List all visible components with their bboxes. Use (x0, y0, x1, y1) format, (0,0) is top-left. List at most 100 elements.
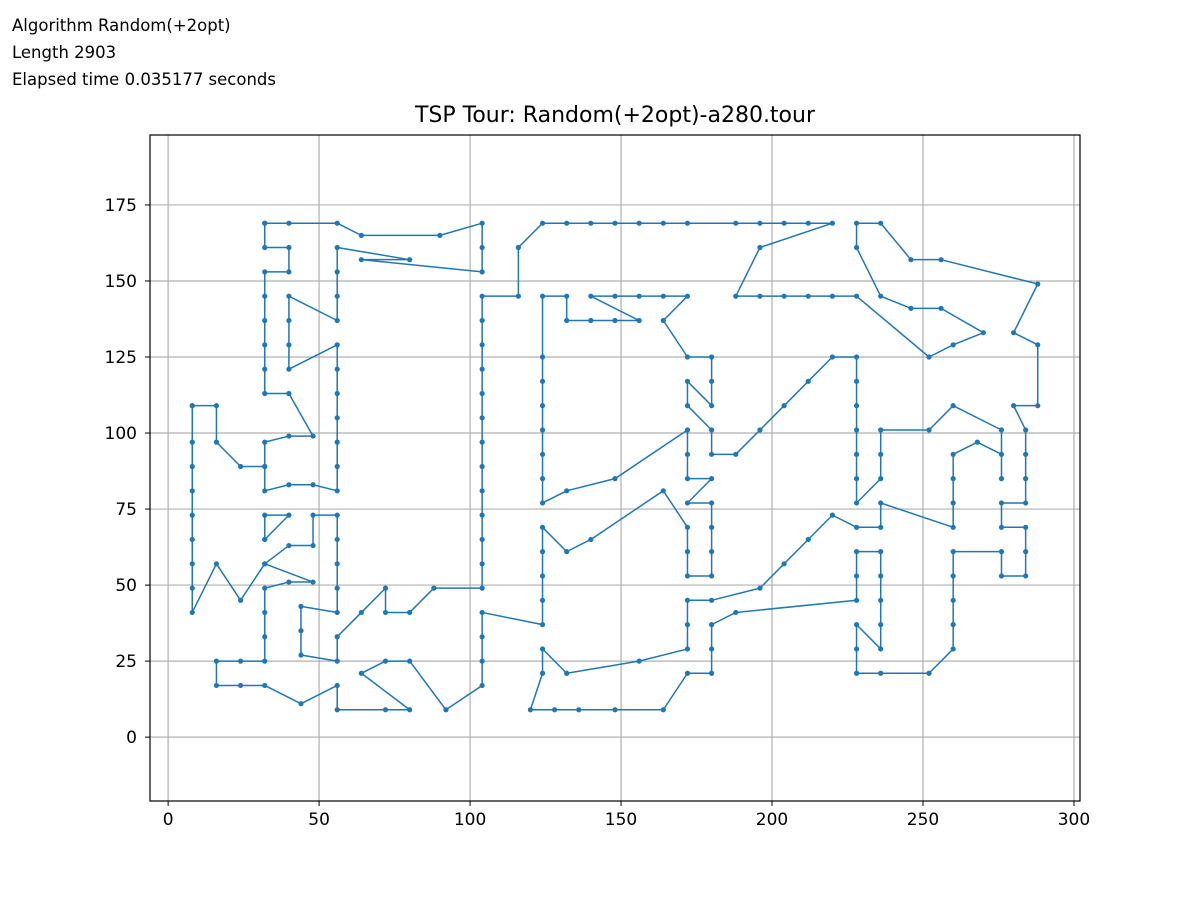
city-point (684, 220, 691, 226)
city-point (709, 403, 715, 409)
city-point (612, 317, 618, 324)
city-point (334, 536, 340, 543)
city-point (334, 390, 340, 397)
city-point (709, 646, 715, 652)
city-point (998, 427, 1005, 433)
info-elapsed-time: Elapsed time 0.035177 seconds (12, 70, 276, 89)
city-point (334, 293, 340, 299)
city-point (1010, 403, 1017, 409)
city-point (189, 403, 195, 409)
city-point (334, 244, 340, 251)
city-point (950, 342, 956, 348)
city-point (829, 220, 836, 226)
city-point (998, 573, 1005, 579)
city-point (1023, 549, 1029, 555)
city-point (189, 439, 195, 445)
city-point (709, 670, 715, 676)
city-point (539, 597, 546, 603)
city-point (950, 403, 956, 409)
city-point (298, 701, 304, 707)
city-point (1023, 524, 1029, 530)
city-point (757, 220, 763, 226)
city-point (539, 378, 546, 384)
city-point (878, 524, 884, 530)
city-point (286, 244, 292, 251)
tour-path (263, 514, 290, 540)
city-point (564, 670, 570, 676)
city-point (781, 293, 787, 299)
city-point (684, 646, 691, 652)
city-point (334, 707, 340, 713)
city-point (539, 524, 546, 530)
city-point (189, 561, 195, 567)
city-point (479, 536, 485, 543)
city-point (539, 220, 546, 226)
city-point (479, 269, 485, 275)
city-point (479, 317, 485, 324)
city-point (781, 220, 787, 226)
city-point (539, 500, 546, 506)
city-point (878, 670, 884, 676)
city-point (612, 707, 618, 713)
city-point (358, 670, 364, 676)
city-point (334, 561, 340, 567)
city-point (998, 500, 1005, 506)
city-point (878, 549, 884, 555)
city-point (286, 579, 292, 585)
info-algorithm: Algorithm Random(+2opt) (12, 16, 231, 35)
city-point (358, 257, 364, 263)
city-point (334, 658, 340, 664)
city-point (310, 579, 316, 585)
city-point (310, 482, 316, 488)
city-point (684, 403, 691, 409)
city-point (286, 317, 292, 324)
city-point (709, 549, 715, 555)
city-point (310, 433, 316, 439)
city-markers (189, 220, 1041, 713)
city-point (262, 342, 268, 348)
city-point (213, 682, 220, 689)
city-point (479, 658, 485, 664)
city-point (950, 500, 956, 506)
city-point (479, 488, 485, 494)
city-point (853, 476, 860, 482)
city-point (980, 330, 986, 336)
city-point (998, 476, 1005, 482)
city-point (382, 658, 389, 664)
city-point (757, 244, 763, 251)
city-point (853, 646, 860, 652)
city-point (684, 670, 691, 676)
city-point (636, 658, 642, 664)
city-point (539, 646, 546, 652)
city-point (539, 427, 546, 433)
city-point (437, 232, 443, 238)
city-point (213, 658, 220, 664)
city-point (588, 293, 594, 299)
city-point (853, 500, 860, 506)
city-point (853, 573, 860, 579)
city-point (684, 451, 691, 457)
city-point (636, 317, 642, 324)
city-point (908, 257, 914, 263)
city-point (334, 609, 340, 616)
city-point (262, 488, 268, 494)
city-point (950, 451, 956, 457)
city-point (262, 658, 268, 664)
city-point (515, 244, 521, 251)
city-point (479, 585, 485, 591)
city-point (479, 293, 485, 299)
city-point (189, 585, 195, 591)
city-point (539, 451, 546, 457)
city-point (950, 597, 956, 603)
city-point (612, 220, 618, 226)
city-point (709, 573, 715, 579)
y-tick-label: 125 (105, 348, 137, 368)
city-point (286, 482, 292, 488)
city-point (479, 609, 485, 616)
city-point (286, 542, 292, 549)
x-tick-label: 150 (605, 810, 637, 830)
city-point (588, 536, 594, 543)
city-point (908, 305, 914, 311)
city-point (515, 293, 521, 299)
city-point (950, 476, 956, 482)
